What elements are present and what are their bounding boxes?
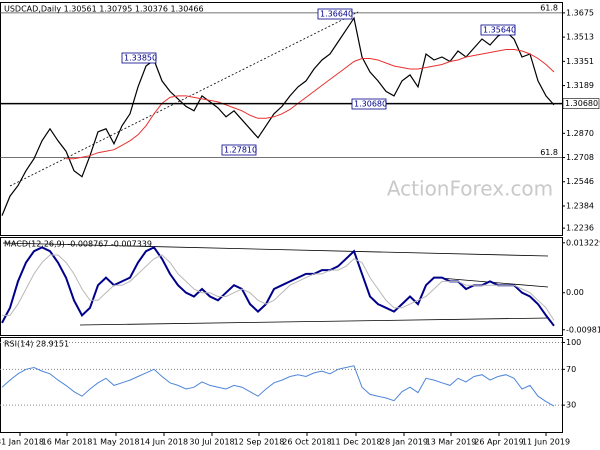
- annotation-box: [351, 98, 387, 110]
- y-tick-label: 0.00: [566, 288, 584, 297]
- x-tick-label: 28 Jan 2019: [380, 438, 428, 447]
- trend-line: [79, 317, 549, 326]
- trend-line: [2, 242, 549, 257]
- annotation-box: [317, 8, 353, 20]
- y-tick-label: 1.3351: [566, 57, 594, 66]
- y-tick-label: 1.3513: [566, 33, 594, 42]
- x-tick-label: 12 Sep 2018: [234, 438, 285, 447]
- price-tag: [562, 98, 600, 109]
- fib-label: 61.8: [540, 148, 558, 157]
- y-tick-label: -0.009815: [566, 325, 600, 334]
- y-tick-label: 1.3189: [566, 81, 594, 90]
- x-tick-label: 13 Mar 2019: [426, 438, 477, 447]
- y-tick-label: 1.2708: [566, 153, 594, 162]
- annotation: 1.30680: [354, 100, 387, 109]
- x-tick-label: 14 Jun 2018: [140, 438, 188, 447]
- y-tick-label: 30: [566, 401, 576, 410]
- series-line: [66, 49, 555, 160]
- y-tick-label: 1.3675: [566, 8, 594, 17]
- series-line: [1, 246, 555, 327]
- y-tick-label: 1.2546: [566, 177, 594, 186]
- y-tick-label: 1.2384: [566, 201, 594, 210]
- series-line: [2, 254, 555, 321]
- y-tick-label: 1.2870: [566, 129, 594, 138]
- y-tick-label: 100: [566, 338, 581, 347]
- x-tick-label: 1 May 2018: [92, 438, 139, 447]
- x-tick-label: 11 Jun 2019: [522, 438, 570, 447]
- panel-title: MACD(12,26,9) -0.008767 -0.007339: [4, 240, 152, 249]
- annotation-box: [480, 24, 516, 36]
- y-tick-label: 1.2236: [566, 224, 594, 233]
- annotation-box: [221, 144, 257, 156]
- fib-label: 61.8: [540, 3, 558, 12]
- panel-title: USDCAD,Daily 1.30561 1.30795 1.30376 1.3…: [4, 5, 204, 14]
- annotation-box: [121, 52, 157, 64]
- rsi-panel: [0, 337, 563, 433]
- annotation: 1.27810: [224, 146, 257, 155]
- annotation: 1.35640: [483, 26, 516, 35]
- price-panel: [0, 2, 563, 236]
- panel-title: RSI(14) 28.9151: [4, 340, 69, 349]
- y-tick-label: 0.013229: [566, 238, 600, 247]
- x-tick-label: 31 Jan 2018: [0, 438, 44, 447]
- x-tick-label: 16 Mar 2018: [42, 438, 93, 447]
- x-tick-label: 11 Dec 2018: [330, 438, 381, 447]
- y-tick-label: 70: [566, 365, 576, 374]
- watermark: ActionForex.com: [387, 177, 553, 201]
- x-tick-label: 30 Jul 2018: [189, 438, 234, 447]
- x-tick-label: 26 Oct 2018: [282, 438, 331, 447]
- series-line: [1, 16, 555, 216]
- price-tag-label: 1.30680: [565, 99, 598, 108]
- x-tick-label: 26 Apr 2019: [474, 438, 523, 447]
- annotation: 1.36640: [320, 10, 353, 19]
- annotation: 1.33850: [124, 54, 157, 63]
- series-line: [1, 365, 555, 407]
